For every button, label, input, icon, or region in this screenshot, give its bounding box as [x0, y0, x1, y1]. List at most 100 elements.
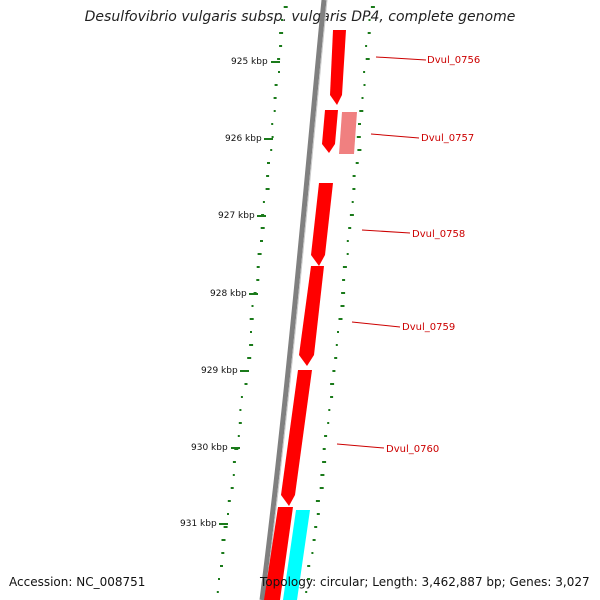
gc-dot: [230, 487, 234, 489]
gc-skew-dots-right: [305, 6, 375, 593]
gc-dot: [319, 487, 324, 489]
gc-dot: [335, 344, 338, 346]
gc-dot: [260, 240, 263, 242]
gc-dot: [365, 45, 368, 47]
gene-arrow[interactable]: [311, 183, 333, 266]
gc-dot: [330, 383, 335, 385]
tick-mark: [219, 523, 228, 525]
gc-dot: [357, 149, 362, 151]
gc-dot: [249, 318, 254, 320]
gc-dot: [315, 500, 320, 502]
gc-dot: [244, 383, 248, 385]
label-leader-line: [375, 56, 427, 61]
gene-label[interactable]: Dvul_0760: [386, 444, 439, 455]
gc-dot: [358, 123, 361, 125]
pseudogene-block[interactable]: [339, 112, 357, 154]
gc-dot: [363, 84, 366, 86]
rna-gene[interactable]: [283, 510, 310, 600]
map-title: Desulfovibrio vulgaris subsp. vulgaris D…: [84, 9, 516, 25]
gc-dot: [270, 149, 273, 151]
genome-backbone-highlight: [264, 0, 328, 600]
gc-dot: [277, 58, 281, 60]
gc-dot: [239, 409, 242, 411]
gc-dot: [250, 331, 252, 333]
gc-dot: [342, 266, 347, 268]
gc-dot: [221, 552, 225, 554]
label-leader-line: [361, 229, 411, 234]
gc-dot: [352, 188, 356, 190]
gc-dot: [349, 214, 354, 216]
tick-label: 925 kbp: [231, 57, 268, 67]
gc-dot: [256, 266, 260, 268]
gc-dot: [327, 422, 330, 424]
gc-dot: [368, 19, 371, 21]
gc-dot: [273, 97, 277, 99]
tick-mark: [231, 447, 240, 449]
gc-dot: [332, 370, 336, 372]
gc-dot: [338, 318, 343, 320]
gc-dot: [330, 396, 334, 398]
gc-dot: [363, 71, 366, 73]
gc-skew-dots-left: [216, 6, 288, 593]
tick-mark: [271, 61, 280, 63]
gc-dot: [273, 110, 276, 112]
gc-dot: [352, 175, 356, 177]
gc-dot: [262, 201, 265, 203]
tick-label: 926 kbp: [225, 134, 262, 144]
gc-dot: [356, 136, 361, 138]
gc-dot: [223, 526, 228, 528]
gc-dot: [221, 539, 226, 541]
gc-dot: [342, 279, 346, 281]
gc-dot: [351, 201, 354, 203]
accession-text: Accession: NC_008751: [9, 575, 146, 589]
genome-summary-text: Topology: circular; Length: 3,462,887 bp…: [260, 575, 590, 589]
gc-dot: [314, 526, 318, 528]
gc-dot: [279, 32, 284, 34]
gene-arrow[interactable]: [281, 370, 312, 506]
gc-dot: [227, 500, 231, 502]
tick-label: 929 kbp: [201, 366, 238, 376]
gc-dot: [260, 227, 265, 229]
tick-mark: [240, 370, 249, 372]
gc-dot: [307, 565, 311, 567]
gc-dot: [322, 448, 326, 450]
gc-dot: [346, 253, 349, 255]
gc-dot: [365, 58, 370, 60]
gene-arrow[interactable]: [264, 507, 293, 600]
gc-dot: [220, 565, 223, 567]
gene-arrow[interactable]: [330, 30, 346, 105]
gene-labels: Dvul_0756 Dvul_0757 Dvul_0758 Dvul_0759 …: [336, 55, 480, 455]
gene-label[interactable]: Dvul_0756: [427, 55, 480, 66]
gene-label[interactable]: Dvul_0759: [402, 322, 455, 333]
gene-label[interactable]: Dvul_0758: [412, 229, 465, 240]
gc-dot: [305, 591, 308, 593]
tick-label: 931 kbp: [180, 519, 217, 529]
gc-dot: [279, 45, 283, 47]
gc-dot: [274, 84, 278, 86]
gc-dot: [232, 461, 236, 463]
gc-dot: [271, 136, 274, 138]
gc-dot: [251, 305, 254, 307]
gc-dot: [316, 513, 320, 515]
gc-dot: [240, 396, 243, 398]
label-leader-line: [351, 321, 401, 328]
gc-dot: [324, 435, 328, 437]
gc-dot: [341, 292, 346, 294]
gc-dot: [232, 474, 235, 476]
gc-dot: [322, 461, 327, 463]
genome-backbone: [259, 0, 327, 600]
gc-dot: [311, 552, 314, 554]
gc-dot: [340, 305, 345, 307]
gc-dot: [216, 591, 219, 593]
gene-arrow[interactable]: [299, 266, 324, 366]
gc-dot: [265, 188, 270, 190]
tick-mark: [249, 293, 258, 295]
tick-label: 930 kbp: [191, 443, 228, 453]
gc-dot: [320, 474, 325, 476]
gene-arrow[interactable]: [322, 110, 338, 153]
tick-label: 928 kbp: [210, 289, 247, 299]
gc-dot: [257, 253, 262, 255]
gc-dot: [218, 578, 220, 580]
gene-label[interactable]: Dvul_0757: [421, 133, 474, 144]
